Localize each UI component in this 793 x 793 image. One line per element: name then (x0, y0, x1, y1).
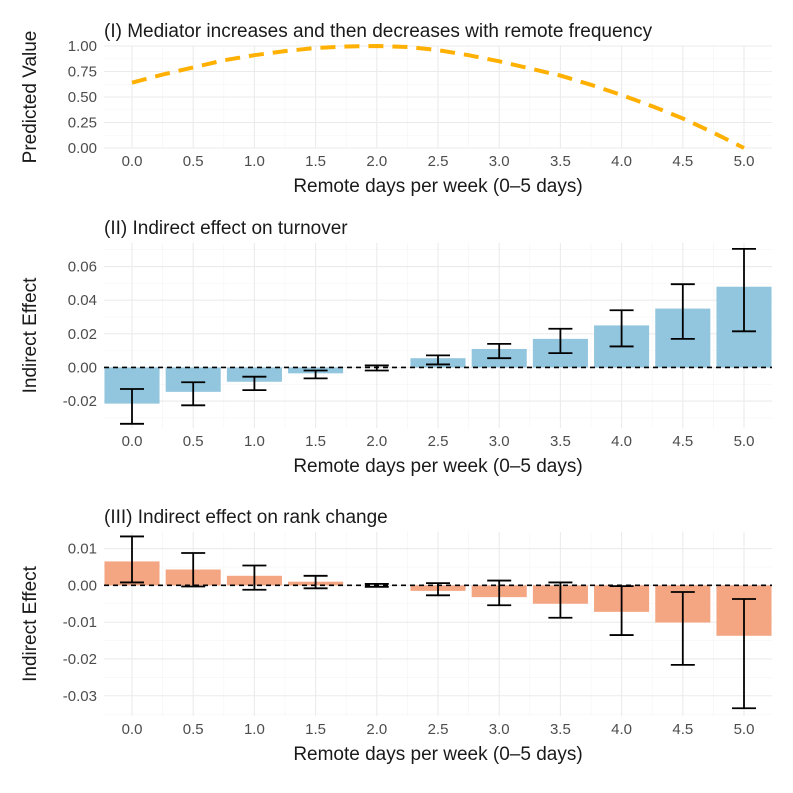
panel-2: (II) Indirect effect on turnover -0.02 0.0… (20, 218, 772, 477)
x-tick-label: 1.0 (244, 721, 265, 738)
y-tick-label: 0.00 (68, 577, 97, 594)
x-tick-label: 4.0 (611, 721, 632, 738)
x-tick-label: 2.0 (366, 433, 387, 450)
error-bar (303, 574, 328, 590)
gridlines (104, 45, 772, 149)
x-tick-label: 0.5 (183, 433, 204, 450)
x-tick-label: 2.0 (366, 153, 387, 170)
panel-title: (I) Mediator increases and then decrease… (104, 21, 653, 42)
y-axis-label: Predicted Value (20, 31, 41, 164)
error-bar (548, 581, 573, 619)
x-tick-label: 1.5 (305, 433, 326, 450)
error-bar (548, 327, 573, 355)
x-tick-label: 0.0 (122, 153, 143, 170)
x-tick-label: 3.0 (489, 721, 510, 738)
x-tick-label: 5.0 (734, 433, 755, 450)
x-tick-label: 3.0 (489, 153, 510, 170)
y-tick-label: -0.02 (63, 651, 97, 668)
error-bar (426, 582, 450, 597)
y-axis-label: Indirect Effect (20, 277, 41, 394)
y-tick-label: 1.00 (68, 38, 97, 55)
panel-3: (III) Indirect effect on rank change -0.0… (20, 507, 772, 765)
x-tick-label: 3.5 (550, 721, 571, 738)
error-bar (670, 283, 695, 340)
x-tick-label: 5.0 (734, 153, 755, 170)
x-tick-label: 4.0 (611, 433, 632, 450)
x-tick-label: 4.5 (672, 721, 693, 738)
error-bar (242, 564, 267, 591)
x-axis-label: Remote days per week (0–5 days) (293, 456, 582, 477)
x-tick-label: 2.5 (428, 721, 449, 738)
error-bar (732, 598, 756, 710)
y-tick-label: 0.01 (68, 541, 97, 558)
panel-1: (I) Mediator increases and then decrease… (20, 21, 772, 197)
y-tick-label: 0.00 (68, 140, 97, 157)
x-tick-label: 2.0 (366, 721, 387, 738)
error-bar (120, 388, 144, 425)
error-bar (487, 579, 512, 607)
error-bar (242, 375, 267, 392)
x-axis-label: Remote days per week (0–5 days) (293, 744, 582, 765)
y-tick-label: 0.04 (68, 292, 97, 309)
x-axis-label: Remote days per week (0–5 days) (293, 176, 582, 197)
y-tick-label: 0.00 (68, 359, 97, 376)
bar (226, 367, 282, 382)
error-bar (303, 369, 328, 380)
x-tick-label: 2.5 (428, 153, 449, 170)
x-tick-label: 3.5 (550, 153, 571, 170)
x-tick-label: 0.0 (122, 433, 143, 450)
x-tick-label: 4.0 (611, 153, 632, 170)
x-tick-label: 3.0 (489, 433, 510, 450)
x-tick-label: 4.5 (672, 153, 693, 170)
error-bar (364, 364, 389, 372)
y-tick-label: -0.02 (63, 393, 97, 410)
x-tick-label: 3.5 (550, 433, 571, 450)
error-bar (487, 343, 512, 360)
x-tick-label: 1.0 (244, 433, 265, 450)
y-tick-label: 0.75 (68, 64, 97, 81)
y-tick-label: -0.03 (63, 688, 97, 705)
panel-title: (III) Indirect effect on rank change (104, 507, 388, 528)
error-bars (120, 247, 756, 425)
x-tick-label: 1.5 (305, 153, 326, 170)
x-tick-label: 5.0 (734, 721, 755, 738)
error-bar (364, 582, 389, 588)
y-tick-label: 0.02 (68, 326, 97, 343)
series-line (131, 43, 745, 150)
error-bar (181, 381, 206, 407)
error-bar (609, 309, 634, 348)
x-tick-label: 4.5 (672, 433, 693, 450)
x-tick-label: 0.5 (183, 153, 204, 170)
y-tick-label: -0.01 (63, 614, 97, 631)
y-tick-label: 0.25 (68, 115, 97, 132)
y-tick-label: 0.50 (68, 89, 97, 106)
error-bar (732, 247, 756, 333)
panel-title: (II) Indirect effect on turnover (104, 218, 348, 239)
error-bar (670, 591, 695, 666)
error-bars (120, 535, 756, 710)
y-axis-label: Indirect Effect (20, 565, 41, 682)
error-bar (120, 535, 144, 584)
error-bar (426, 354, 450, 366)
x-tick-label: 1.0 (244, 153, 265, 170)
x-tick-label: 1.5 (305, 721, 326, 738)
error-bar (609, 585, 634, 636)
error-bar (181, 552, 206, 588)
x-tick-label: 0.0 (122, 721, 143, 738)
y-tick-label: 0.06 (68, 259, 97, 276)
x-tick-label: 0.5 (183, 721, 204, 738)
gridlines (104, 532, 772, 716)
x-tick-label: 2.5 (428, 433, 449, 450)
